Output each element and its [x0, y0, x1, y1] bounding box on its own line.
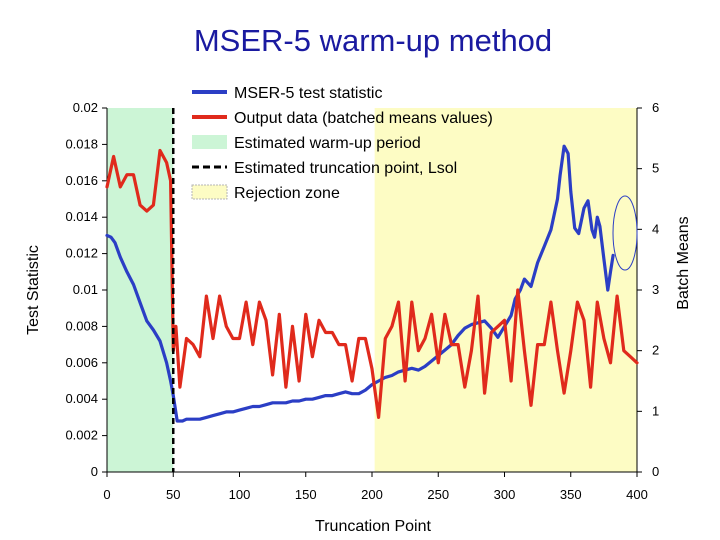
x-tick-label: 200 [361, 487, 383, 502]
mser-line [105, 144, 615, 423]
rejection-region [374, 108, 637, 472]
y-left-tick-label: 0.02 [73, 100, 98, 115]
legend-label: Output data (batched means values) [234, 110, 493, 127]
y-right-tick-label: 0 [652, 464, 659, 479]
y-left-tick-label: 0.014 [65, 209, 98, 224]
legend-swatch-warmup [192, 135, 227, 149]
y-right-tick-label: 2 [652, 343, 659, 358]
legend-label: Rejection zone [234, 185, 340, 202]
y-right-tick-label: 3 [652, 282, 659, 297]
y-right-tick-label: 6 [652, 100, 659, 115]
y-left-tick-label: 0.006 [65, 355, 98, 370]
x-tick-label: 0 [103, 487, 110, 502]
y-right-tick-label: 1 [652, 403, 659, 418]
chart-text: MSER-5 warm-up method Truncation Point Tes… [25, 23, 692, 535]
x-tick-label: 350 [560, 487, 582, 502]
legend-label: MSER-5 test statistic [234, 85, 382, 102]
legend-label: Estimated warm-up period [234, 135, 421, 152]
x-tick-label: 100 [229, 487, 251, 502]
y-axis-right-title: Batch Means [675, 216, 692, 309]
x-tick-label: 400 [626, 487, 648, 502]
y-left-tick-label: 0.008 [65, 318, 98, 333]
annotations [612, 195, 638, 271]
x-tick-label: 150 [295, 487, 317, 502]
highlight-ellipse [612, 195, 638, 271]
y-left-tick-label: 0.012 [65, 246, 98, 261]
shaded-regions [107, 108, 637, 472]
y-left-tick-label: 0.004 [65, 391, 98, 406]
y-left-tick-label: 0.016 [65, 173, 98, 188]
y-axis-left-title: Test Statistic [25, 245, 42, 335]
y-left-tick-label: 0.01 [73, 282, 98, 297]
warmup-region [107, 108, 174, 472]
x-axis-title: Truncation Point [315, 518, 431, 535]
y-left-tick-label: 0 [91, 464, 98, 479]
legend: MSER-5 test statistic Output data (batche… [191, 85, 493, 202]
axes: 0 0.002 0.004 0.006 0.008 0.01 0.012 0.014 0.016… [65, 100, 659, 502]
legend-label: Estimated truncation point, Lsol [234, 160, 457, 177]
x-tick-label: 300 [494, 487, 516, 502]
y-right-tick-label: 4 [652, 221, 659, 236]
legend-swatch-rejection [191, 184, 228, 200]
x-tick-label: 250 [427, 487, 449, 502]
y-left-tick-label: 0.018 [65, 136, 98, 151]
x-tick-label: 50 [166, 487, 180, 502]
series-lines [105, 144, 639, 423]
y-left-tick-label: 0.002 [65, 428, 98, 443]
y-right-tick-label: 5 [652, 161, 659, 176]
output-line [105, 148, 639, 419]
chart-title: MSER-5 warm-up method [194, 23, 552, 58]
